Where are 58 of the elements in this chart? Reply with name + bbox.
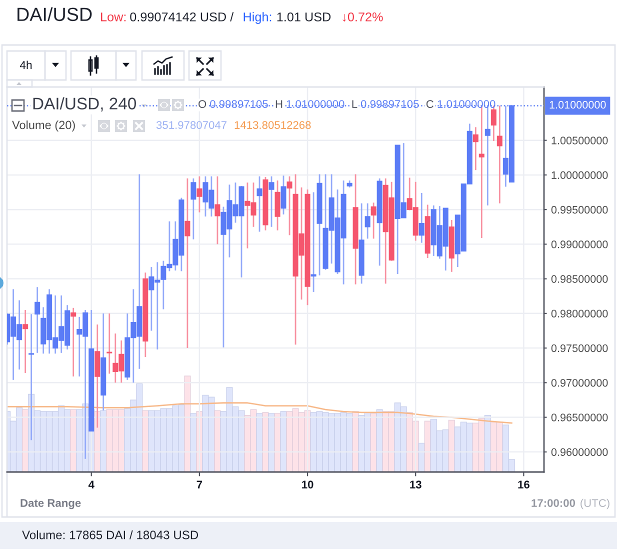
candlestick: [418, 192, 424, 244]
chart-title: Volume (20): [12, 120, 75, 132]
text: Low:: [101, 12, 126, 22]
text: Volume: 17865 DAI / 18043 USD: [22, 530, 198, 540]
x-tick-label: 16: [518, 480, 530, 488]
text: Date Range: [20, 499, 81, 510]
candlestick: [496, 105, 502, 204]
text: (UTC): [580, 498, 610, 510]
annotation: 0.99897105: [210, 100, 268, 108]
y-tick-label: 0.98500000: [551, 275, 608, 283]
annotation: 1.01000000: [438, 100, 496, 108]
candlestick: [70, 307, 76, 378]
candlestick: [370, 202, 376, 240]
x-tick-label: 10: [302, 480, 314, 488]
candlestick: [190, 178, 196, 240]
annotation: 351.97807047: [156, 121, 227, 129]
x-tick-label: 13: [410, 480, 422, 489]
candlestick: [256, 176, 262, 232]
bar: [448, 420, 455, 472]
candlestick: [184, 178, 190, 349]
text: 17:00:00: [532, 499, 576, 507]
annotation: DAI/USD, 240: [33, 97, 136, 112]
annotation: H: [276, 100, 282, 108]
x-tick-label: 7: [196, 480, 202, 488]
annotation: 1.01000000: [286, 100, 344, 108]
annotation: 1413.80512268: [234, 121, 311, 129]
text: 0.99074142 USD /: [130, 12, 234, 22]
text: 1.01 USD: [277, 12, 331, 22]
chart-title: DAI/USD: [18, 7, 92, 22]
text: High:: [244, 12, 272, 24]
candlestick: [214, 176, 220, 245]
candlestick: [34, 286, 40, 354]
candlestick: [196, 176, 202, 214]
y-tick-label: 0.98000000: [551, 310, 608, 318]
y-tick-label: 0.99500000: [551, 206, 608, 214]
candlestick: [472, 126, 478, 171]
y-tick-label: 0.96000000: [551, 448, 608, 456]
candlestick: [280, 174, 286, 216]
y-tick-label: 1.00000000: [552, 171, 608, 179]
y-tick-label: 0.96500000: [551, 414, 608, 422]
y-tick-label: 0.97500000: [551, 344, 608, 352]
annotation: O: [198, 100, 206, 108]
y-tick-label: 1.00500000: [552, 136, 608, 144]
candlestick: [268, 176, 274, 228]
candlestick: [22, 309, 28, 374]
text: 4h: [20, 60, 32, 69]
annotation: L: [352, 100, 358, 108]
candlestick: [310, 192, 316, 293]
candlestick: [364, 202, 370, 240]
text: ↓0.72%: [342, 12, 383, 22]
annotation: 0.99897105: [360, 100, 419, 108]
x-tick-label: 4: [88, 480, 94, 488]
annotation: C: [426, 100, 434, 108]
y-tick-label: 0.99000000: [551, 240, 608, 248]
candlestick: [286, 176, 292, 236]
y-tick-label: 0.97000000: [551, 379, 608, 387]
candlestick: [106, 312, 112, 374]
ref-line-label: 1.01000000: [550, 100, 606, 109]
